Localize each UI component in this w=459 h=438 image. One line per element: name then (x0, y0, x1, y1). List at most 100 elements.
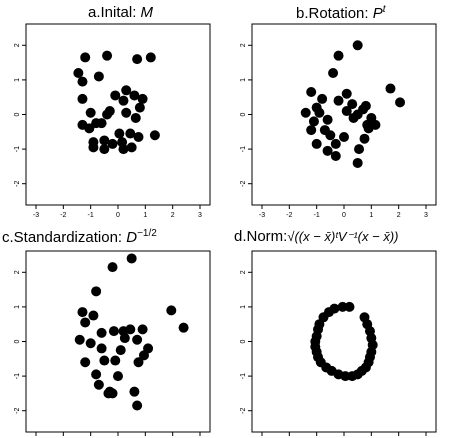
data-point (91, 286, 102, 297)
y-tick-label: -1 (14, 373, 21, 379)
data-point (107, 262, 118, 273)
panel-b-title-italic: P (372, 5, 383, 22)
data-point (73, 67, 84, 78)
data-point (126, 142, 137, 153)
data-point (129, 386, 140, 397)
data-point (145, 52, 156, 63)
panel-a-title-italic: M (140, 4, 154, 21)
data-point (107, 138, 118, 149)
data-point (308, 116, 319, 127)
y-tick-label: -1 (240, 373, 247, 379)
panel-d-frame (251, 250, 437, 433)
data-point (102, 50, 113, 61)
data-point (118, 95, 129, 106)
data-point (125, 128, 136, 139)
x-tick-label: 0 (342, 212, 346, 219)
data-point (133, 131, 144, 142)
panel-c-title-sup: −1/2 (137, 228, 157, 239)
data-point (121, 107, 132, 118)
y-tick-label: 2 (14, 270, 21, 274)
panel-a-title-text: a.Inital: (88, 4, 141, 21)
data-point (85, 338, 96, 349)
data-point (359, 133, 370, 144)
panel-c-frame (25, 250, 211, 433)
data-point (77, 307, 88, 318)
y-tick-label: -1 (240, 146, 247, 152)
data-point (138, 350, 149, 361)
data-point (132, 54, 143, 65)
data-point (322, 145, 333, 156)
data-point (80, 317, 91, 328)
data-point (121, 85, 132, 96)
data-point (330, 151, 341, 162)
data-point (96, 327, 107, 338)
data-point (359, 312, 370, 323)
data-point (352, 157, 363, 168)
data-point (126, 253, 137, 264)
data-point (306, 87, 317, 98)
data-point (114, 128, 125, 139)
panel-b: -3 -2 -1 0 1 2 3 -2 -1 0 1 2 (240, 23, 437, 219)
data-point (102, 109, 113, 120)
data-point (325, 130, 336, 141)
data-point (74, 334, 85, 345)
data-point (119, 333, 130, 344)
panel-a-frame (25, 23, 211, 206)
data-point (328, 67, 339, 78)
data-point (133, 357, 144, 368)
x-tick-label: 2 (397, 212, 401, 219)
data-point (110, 90, 121, 101)
y-tick-label: 1 (240, 78, 247, 82)
data-point (93, 379, 104, 390)
data-point (300, 107, 311, 118)
panel-a-title: a.Inital: M (88, 4, 153, 21)
data-point (385, 83, 396, 94)
y-tick-label: 0 (14, 339, 21, 343)
data-point (322, 114, 333, 125)
panel-c-title-italic: D (126, 229, 138, 246)
data-point (395, 97, 406, 108)
x-tick-label: -3 (33, 212, 39, 219)
data-point (113, 371, 123, 382)
panel-c-title: c.Standardization: D−1/2 (2, 228, 157, 246)
y-tick-label: 0 (240, 339, 247, 343)
panel-c-title-text: c.Standardization: (2, 229, 127, 246)
y-tick-label: -1 (14, 146, 21, 152)
y-tick-label: 2 (14, 43, 21, 47)
y-tick-label: 2 (240, 270, 247, 274)
x-tick-label: 0 (116, 212, 120, 219)
data-point (96, 343, 107, 354)
data-point (149, 130, 160, 141)
x-tick-label: -2 (286, 212, 292, 219)
x-tick-label: -3 (259, 212, 265, 219)
y-tick-label: 1 (14, 78, 21, 82)
data-point (137, 93, 148, 104)
x-tick-label: 2 (171, 212, 175, 219)
y-tick-label: -2 (240, 180, 247, 186)
x-tick-label: 1 (143, 212, 147, 219)
data-point (93, 71, 104, 82)
y-tick-label: 0 (14, 112, 21, 116)
y-tick-label: 0 (240, 112, 247, 116)
data-point (99, 144, 110, 155)
panel-b-title-sup: t (382, 4, 386, 15)
y-tick-label: 1 (14, 305, 21, 309)
data-point (129, 90, 140, 101)
data-point (337, 301, 348, 312)
data-point (333, 95, 344, 106)
data-point (341, 106, 352, 117)
data-point (314, 107, 325, 118)
data-point (166, 305, 177, 316)
data-point (178, 322, 189, 333)
data-point (132, 334, 143, 345)
data-point (340, 371, 351, 382)
data-point (80, 52, 91, 63)
panel-d-title-text: d.Norm: (234, 228, 288, 245)
data-point (84, 123, 95, 134)
data-point (110, 355, 121, 366)
x-tick-label: 1 (369, 212, 373, 219)
data-point (118, 144, 129, 155)
